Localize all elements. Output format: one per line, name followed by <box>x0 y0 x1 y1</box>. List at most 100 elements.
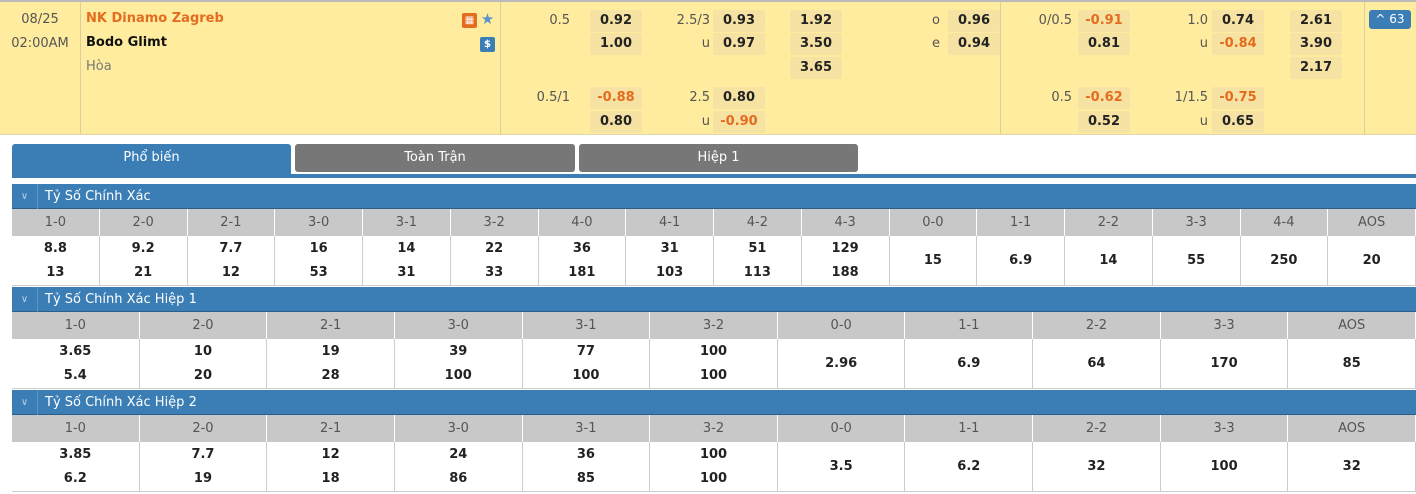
score-odds-cell[interactable]: 10 20 <box>140 339 268 388</box>
home-team[interactable]: NK Dinamo Zagreb <box>86 11 224 26</box>
odds-bottom[interactable]: 181 <box>568 264 596 280</box>
odds-top[interactable]: 15 <box>923 252 942 268</box>
odds-value[interactable]: 0.80 <box>590 111 642 133</box>
odds-top[interactable]: 100 <box>1210 458 1238 474</box>
odds-bottom[interactable]: 100 <box>699 470 728 486</box>
score-odds-cell[interactable]: 36 85 <box>523 442 651 491</box>
odds-top[interactable]: 8.8 <box>43 240 67 256</box>
tab-first-half[interactable]: Hiệp 1 <box>579 144 858 172</box>
odds-value[interactable]: -0.84 <box>1212 33 1264 55</box>
score-odds-cell[interactable]: 19 28 <box>267 339 395 388</box>
odds-top[interactable]: 64 <box>1087 355 1106 371</box>
chevron-down-icon[interactable]: ∨ <box>12 390 38 415</box>
odds-value[interactable]: -0.90 <box>713 111 765 133</box>
odds-top[interactable]: 3.65 <box>59 343 92 359</box>
odds-bottom[interactable]: 100 <box>572 367 600 383</box>
score-odds-cell[interactable]: 24 86 <box>395 442 523 491</box>
odds-top[interactable]: 24 <box>449 446 468 462</box>
odds-value[interactable]: 0.65 <box>1212 111 1264 133</box>
odds-top[interactable]: 36 <box>572 240 591 256</box>
odds-top[interactable]: 16 <box>309 240 328 256</box>
odds-top[interactable]: 12 <box>321 446 340 462</box>
score-odds-cell[interactable]: 36 181 <box>539 236 627 285</box>
score-odds-cell[interactable]: 7.7 12 <box>188 236 276 285</box>
score-odds-cell[interactable]: 8.8 13 <box>12 236 100 285</box>
score-odds-cell[interactable]: 16 53 <box>275 236 363 285</box>
odds-value[interactable]: 0.80 <box>713 87 765 109</box>
score-odds-cell[interactable]: 14 <box>1065 236 1153 285</box>
score-odds-cell[interactable]: 77 100 <box>523 339 651 388</box>
odds-bottom[interactable]: 18 <box>321 470 340 486</box>
odds-value[interactable]: -0.91 <box>1078 10 1130 32</box>
score-odds-cell[interactable]: 250 <box>1241 236 1329 285</box>
odds-value[interactable]: 0.92 <box>590 10 642 32</box>
odds-bottom[interactable]: 103 <box>656 264 684 280</box>
odds-value[interactable]: 0.93 <box>713 10 765 32</box>
odds-bottom[interactable]: 33 <box>485 264 504 280</box>
score-odds-cell[interactable]: 2.96 <box>778 339 906 388</box>
odds-top[interactable]: 32 <box>1342 458 1361 474</box>
odds-bottom[interactable]: 85 <box>576 470 595 486</box>
odds-value[interactable]: 3.50 <box>790 33 842 55</box>
odds-value[interactable]: 1.00 <box>590 33 642 55</box>
dollar-icon[interactable]: $ <box>480 37 495 52</box>
odds-top[interactable]: 7.7 <box>191 446 215 462</box>
score-odds-cell[interactable]: 7.7 19 <box>140 442 268 491</box>
score-odds-cell[interactable]: 31 103 <box>626 236 714 285</box>
odds-top[interactable]: 19 <box>321 343 340 359</box>
score-odds-cell[interactable]: 55 <box>1153 236 1241 285</box>
odds-top[interactable]: 100 <box>699 343 728 359</box>
score-odds-cell[interactable]: 3.85 6.2 <box>12 442 140 491</box>
odds-top[interactable]: 22 <box>485 240 504 256</box>
score-odds-cell[interactable]: 12 18 <box>267 442 395 491</box>
score-odds-cell[interactable]: 6.2 <box>905 442 1034 491</box>
odds-bottom[interactable]: 13 <box>46 264 65 280</box>
score-odds-cell[interactable]: 170 <box>1161 339 1289 388</box>
odds-top[interactable]: 6.9 <box>1009 252 1033 268</box>
score-odds-cell[interactable]: 100 100 <box>650 442 778 491</box>
odds-bottom[interactable]: 21 <box>134 264 153 280</box>
score-odds-cell[interactable]: 32 <box>1033 442 1161 491</box>
odds-top[interactable]: 6.2 <box>957 458 981 474</box>
score-odds-cell[interactable]: 15 <box>890 236 978 285</box>
odds-top[interactable]: 36 <box>576 446 595 462</box>
score-odds-cell[interactable]: 64 <box>1033 339 1161 388</box>
odds-value[interactable]: 0.81 <box>1078 33 1130 55</box>
odds-top[interactable]: 6.9 <box>957 355 981 371</box>
odds-top[interactable]: 77 <box>576 343 595 359</box>
odds-top[interactable]: 20 <box>1362 252 1381 268</box>
star-icon[interactable]: ★ <box>480 10 495 28</box>
odds-bottom[interactable]: 12 <box>221 264 240 280</box>
odds-bottom[interactable]: 20 <box>193 367 212 383</box>
odds-bottom[interactable]: 28 <box>321 367 340 383</box>
odds-value[interactable]: 3.90 <box>1290 33 1342 55</box>
score-odds-cell[interactable]: 32 <box>1288 442 1416 491</box>
odds-top[interactable]: 3.85 <box>59 446 92 462</box>
odds-top[interactable]: 3.5 <box>829 458 853 474</box>
odds-value[interactable]: 1.92 <box>790 10 842 32</box>
odds-value[interactable]: 2.61 <box>1290 10 1342 32</box>
score-odds-cell[interactable]: 6.9 <box>905 339 1034 388</box>
score-odds-cell[interactable]: 9.2 21 <box>100 236 188 285</box>
odds-top[interactable]: 85 <box>1342 355 1361 371</box>
score-odds-cell[interactable]: 129 188 <box>802 236 890 285</box>
odds-bottom[interactable]: 19 <box>193 470 212 486</box>
odds-top[interactable]: 170 <box>1210 355 1238 371</box>
odds-top[interactable]: 250 <box>1270 252 1298 268</box>
tab-full-match[interactable]: Toàn Trận <box>295 144 575 172</box>
odds-value[interactable]: 2.17 <box>1290 57 1342 79</box>
score-odds-cell[interactable]: 6.9 <box>977 236 1065 285</box>
score-odds-cell[interactable]: 22 33 <box>451 236 539 285</box>
odds-value[interactable]: 0.97 <box>713 33 765 55</box>
odds-top[interactable]: 14 <box>397 240 416 256</box>
odds-bottom[interactable]: 188 <box>831 264 859 280</box>
odds-top[interactable]: 51 <box>748 240 767 256</box>
section-header[interactable]: ∨ Tỷ Số Chính Xác Hiệp 1 <box>12 287 1416 312</box>
odds-top[interactable]: 7.7 <box>219 240 243 256</box>
score-odds-cell[interactable]: 51 113 <box>714 236 802 285</box>
odds-bottom[interactable]: 53 <box>309 264 328 280</box>
odds-bottom[interactable]: 5.4 <box>63 367 87 383</box>
odds-bottom[interactable]: 100 <box>699 367 728 383</box>
more-bets-button[interactable]: ^ 63 <box>1369 10 1411 29</box>
score-odds-cell[interactable]: 14 31 <box>363 236 451 285</box>
